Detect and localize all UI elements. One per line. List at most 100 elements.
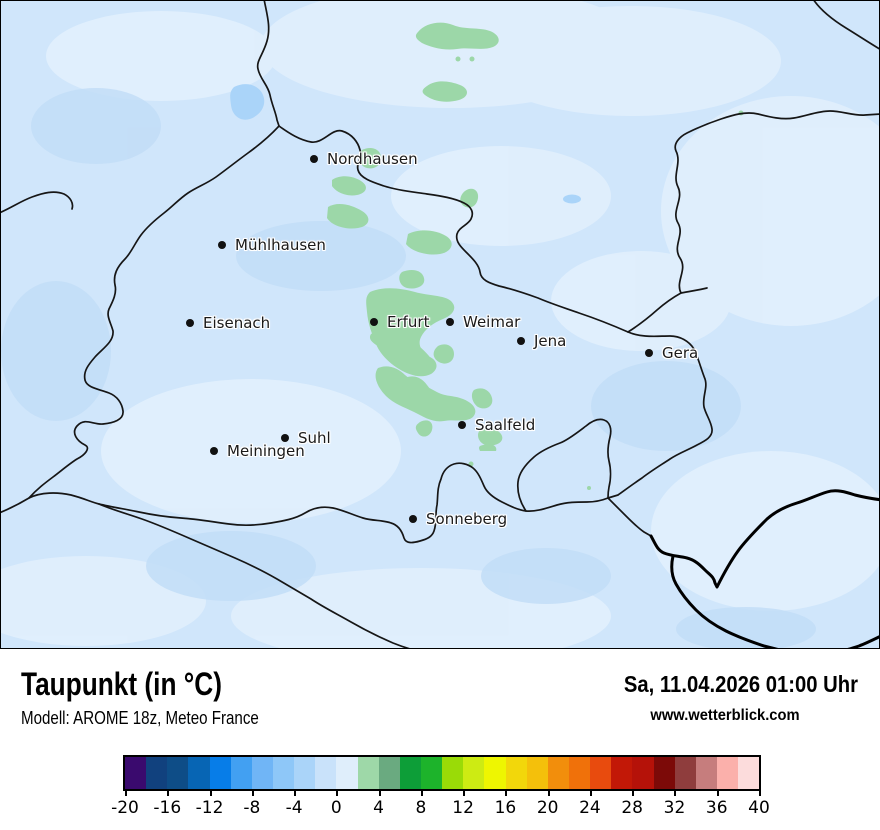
background-patches [1,1,879,648]
colorbar-tick-label: 4 [373,798,385,818]
colorbar-cell [272,757,295,789]
colorbar-cell [590,757,612,789]
city-label: Eisenach [203,314,271,332]
footer-right: Sa, 11.04.2026 01:00 Uhr www.wetterblick… [592,671,858,725]
colorbar-tick-label: 36 [705,798,728,818]
temperature-colorbar [123,755,761,791]
border-north [256,1,280,127]
colorbar-tick [294,791,297,796]
city-marker [186,319,194,327]
colorbar-cell [294,757,316,789]
colorbar-tick [759,791,761,796]
colorbar-tick-label: 0 [330,798,342,818]
colorbar-tick-label: 8 [415,798,427,818]
border-to-triplepoint [607,497,652,537]
colorbar-tick-label: 20 [536,798,559,818]
border-czech-southwest [670,554,779,648]
colorbar-tick [167,791,170,796]
colorbar-cell [695,757,717,789]
colorbar-tick [716,791,719,796]
colorbar-cell [505,757,527,789]
city-label: Weimar [463,313,521,331]
colorbar-cell [378,757,400,789]
city-marker [409,515,417,523]
colorbar-cell [125,757,147,789]
colorbar-cell [188,757,210,789]
city-label: Erfurt [387,313,430,331]
border-west [28,125,280,499]
colorbar-tick [378,791,381,796]
colorbar-cell [146,757,168,789]
colorbar-cell [230,757,252,789]
colorbar-cell [357,757,379,789]
city-marker [458,421,466,429]
city-marker [370,318,378,326]
colorbar-tick-label: 32 [663,798,686,818]
city-label: Jena [534,332,567,350]
colorbar-cell [209,757,231,789]
border-corner-ne [813,1,879,50]
colorbar-cell [653,757,675,789]
colorbar-cell [315,757,337,789]
national-borders [649,489,879,648]
website-url: www.wetterblick.com [650,707,800,724]
colorbar-tick [589,791,592,796]
colorbar-cell [716,757,739,789]
colorbar-tick [632,791,635,796]
footer: Taupunkt (in °C) Modell: AROME 18z, Mete… [0,649,880,830]
colorbar-cell [568,757,591,789]
colorbar-tick [125,791,127,796]
colorbar-tick-label: 16 [494,798,517,818]
border-czech-hook [649,489,879,589]
border-left-fragment [1,191,74,214]
green-patches [327,22,744,490]
colorbar-tick [209,791,212,796]
colorbar-tick-label: 28 [621,798,644,818]
colorbar-cell [674,757,696,789]
colorbar-cell [611,757,633,789]
forecast-datetime: Sa, 11.04.2026 01:00 Uhr [623,671,858,697]
colorbar-tick [336,791,339,796]
colorbar-cell [738,757,760,789]
border-south-pocket [516,418,612,512]
city-marker [310,155,318,163]
city-label: Saalfeld [475,416,536,434]
colorbar-cell [442,757,464,789]
city-marker [210,447,218,455]
city-marker [517,337,525,345]
colorbar-tick [420,791,423,796]
colorbar-cell [399,757,421,789]
city-label: Mühlhausen [235,236,326,254]
map-title: Taupunkt (in °C) [21,666,222,702]
city-marker [645,349,653,357]
colorbar-tick [547,791,550,796]
map-canvas [1,1,879,648]
border-east-stub [680,287,708,294]
city-label: Nordhausen [327,150,418,168]
border-southwest-diagonal [98,503,410,648]
colorbar-cell [463,757,485,789]
city-label: Meiningen [227,442,305,460]
colorbar-cell [420,757,443,789]
colorbar-tick-label: 24 [579,798,601,818]
dewpoint-map: Nordhausen Mühlhausen Eisenach Erfurt Weimar… [0,0,880,649]
colorbar-tick-label: -8 [243,798,261,818]
colorbar-tick [505,791,508,796]
city-label: Sonneberg [426,510,508,528]
state-borders [1,1,879,648]
colorbar-tick-label: -4 [285,798,303,818]
model-info: Modell: AROME 18z, Meteo France [21,708,259,728]
colorbar-cell [547,757,569,789]
colorbar-tick-label: -16 [153,798,182,818]
city-marker [446,318,454,326]
border-northeast [278,125,713,499]
colorbar-cell [167,757,189,789]
colorbar-cell [632,757,654,789]
colorbar-tick [251,791,254,796]
colorbar-tick-label: -12 [195,798,224,818]
colorbar-cell [336,757,358,789]
city-label: Gera [662,344,699,362]
colorbar-tick-label: -20 [111,798,139,818]
city-marker [281,434,289,442]
